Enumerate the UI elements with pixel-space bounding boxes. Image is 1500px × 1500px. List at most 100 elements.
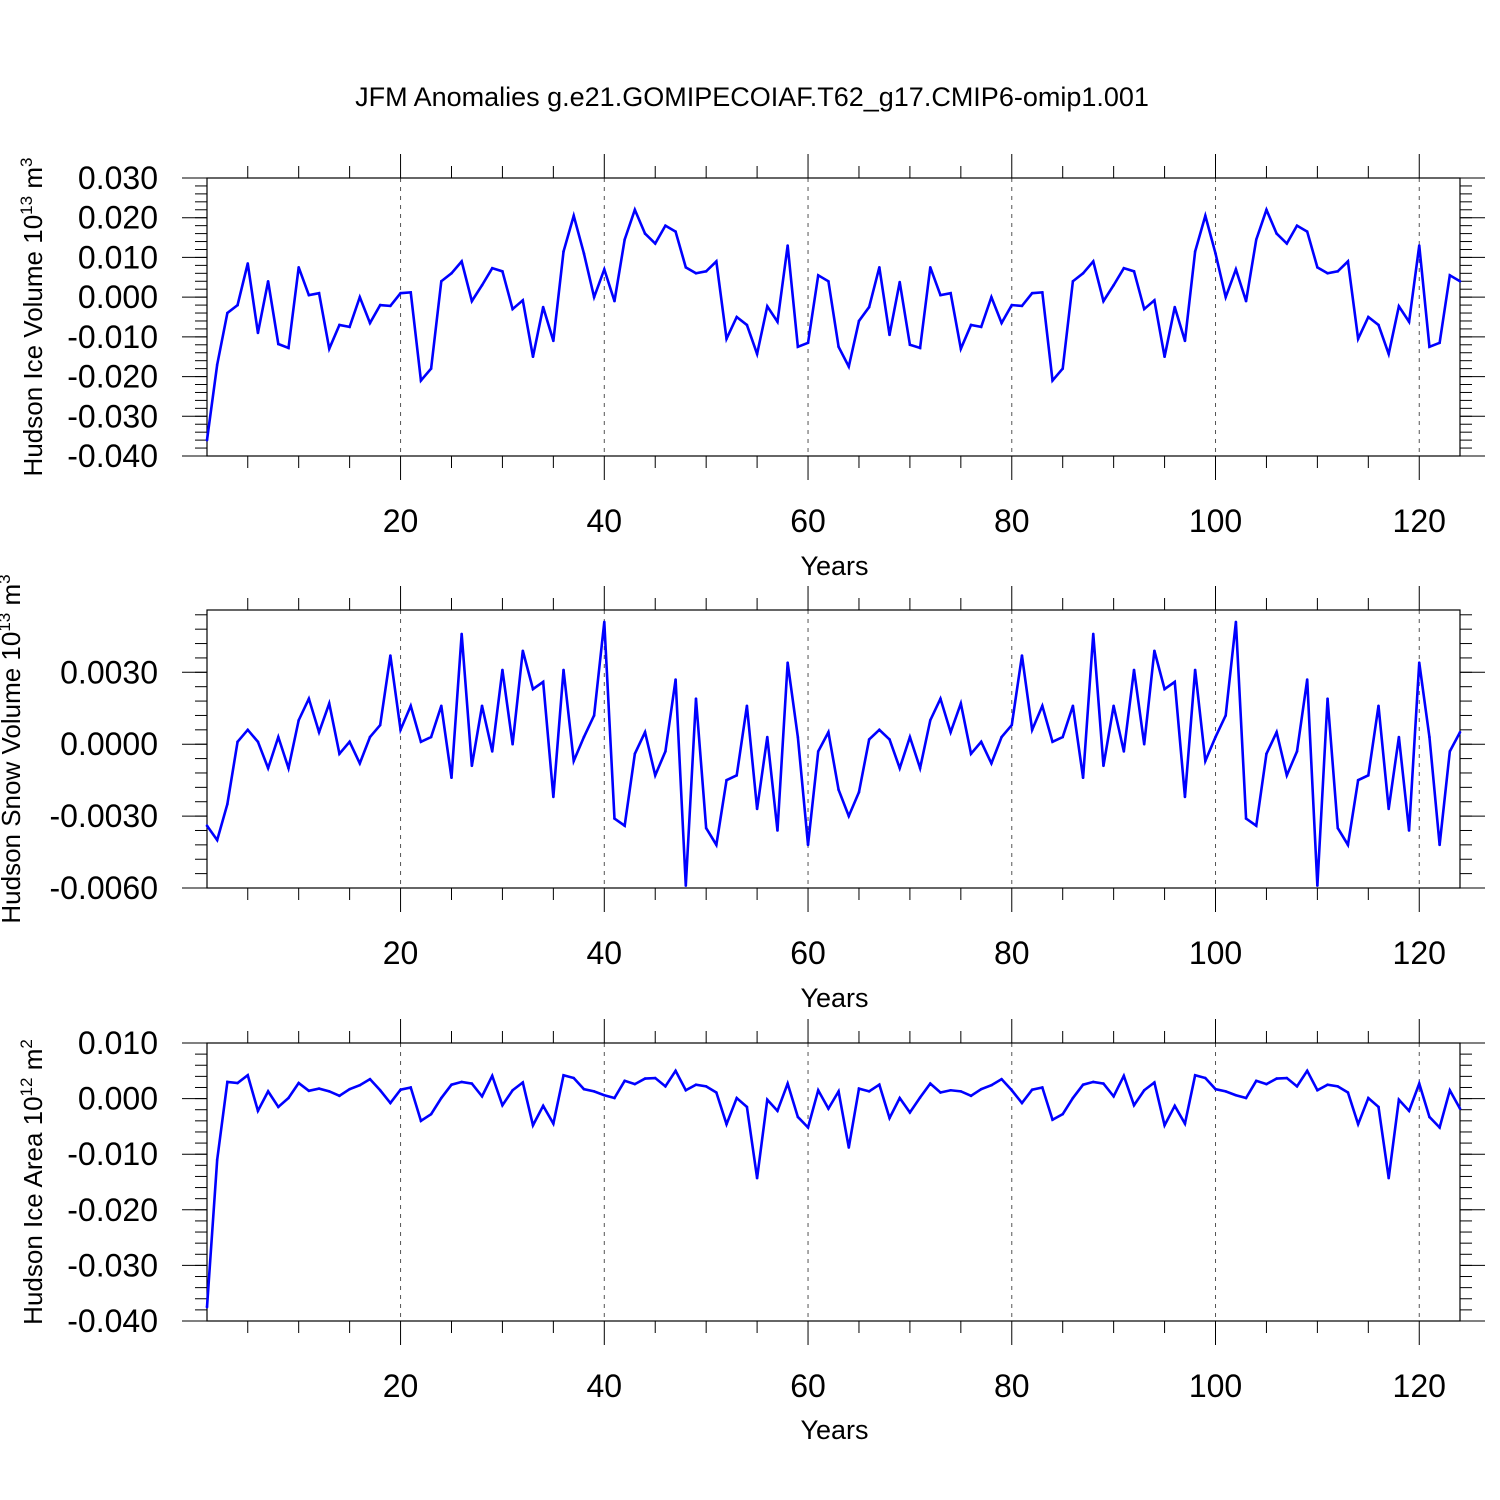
data-point: [236, 303, 239, 307]
data-point: [287, 766, 290, 770]
data-point: [623, 824, 626, 827]
data-point: [765, 735, 769, 739]
data-point: [1407, 320, 1411, 324]
data-point: [1346, 843, 1350, 847]
data-point: [419, 1119, 423, 1123]
plot-frame: [206, 1042, 1461, 1322]
data-point: [1367, 774, 1370, 777]
data-point: [1234, 1093, 1238, 1097]
data-point: [1061, 735, 1065, 739]
data-point: [1020, 304, 1024, 308]
data-point: [1397, 1098, 1401, 1102]
y-tick-label: -0.030: [67, 398, 158, 434]
data-point: [1112, 1095, 1115, 1098]
data-point: [1326, 697, 1329, 700]
data-point: [470, 1082, 474, 1085]
data-point: [694, 1083, 698, 1086]
x-axis-label: Years: [800, 983, 868, 1013]
data-point: [1346, 260, 1350, 263]
data-point: [1000, 1077, 1003, 1081]
data-point: [378, 1088, 382, 1092]
data-point: [715, 260, 718, 263]
data-point: [317, 730, 321, 734]
data-point: [552, 795, 555, 799]
data-point: [1214, 1087, 1217, 1091]
data-point: [1173, 305, 1177, 309]
data-point: [806, 341, 810, 345]
data-point: [1458, 1107, 1462, 1110]
data-point: [969, 1094, 973, 1098]
plot-frame: [206, 609, 1461, 889]
y-axis-label: Hudson Ice Volume 1013 m3: [17, 158, 48, 477]
x-tick-label: 60: [790, 935, 826, 971]
data-point: [501, 668, 504, 672]
data-point: [562, 668, 565, 672]
data-point: [1428, 1115, 1431, 1119]
data-point: [358, 762, 362, 765]
data-point: [399, 291, 402, 295]
data-point: [725, 778, 728, 782]
data-point: [348, 325, 351, 329]
x-tick-label: 100: [1189, 1368, 1242, 1404]
data-point: [878, 1083, 881, 1086]
data-point: [1254, 824, 1258, 827]
data-point: [572, 759, 576, 763]
data-point: [643, 1077, 647, 1080]
data-point: [633, 752, 637, 756]
data-point: [602, 268, 606, 271]
y-axis-label-superscript: 3: [17, 158, 36, 167]
x-tick-label: 100: [1189, 503, 1242, 539]
data-point: [969, 752, 973, 756]
y-axis-label-part: Hudson Ice Volume 10: [18, 215, 48, 477]
data-point: [501, 1103, 504, 1107]
data-point: [816, 750, 820, 753]
data-point: [776, 829, 779, 832]
data-point: [297, 1081, 300, 1085]
data-point: [327, 347, 331, 351]
data-point: [857, 319, 861, 323]
data-point: [582, 1087, 586, 1091]
data-point: [1163, 1123, 1166, 1127]
y-axis-label-part: m: [18, 1049, 48, 1078]
data-point: [1377, 323, 1380, 327]
data-point: [1316, 884, 1319, 887]
data-point: [358, 295, 362, 299]
data-point: [694, 697, 698, 700]
data-point: [1173, 1104, 1177, 1108]
data-point: [287, 1096, 290, 1100]
data-point: [338, 752, 341, 756]
data-point: [990, 295, 993, 299]
y-tick-label: -0.010: [67, 319, 158, 355]
data-point: [277, 735, 280, 739]
data-point: [1244, 299, 1248, 303]
data-point: [1285, 1076, 1289, 1080]
data-point: [1336, 1085, 1340, 1088]
x-tick-label: 40: [586, 935, 622, 971]
y-tick-label: 0.000: [78, 1081, 158, 1117]
data-point: [684, 1088, 688, 1092]
data-point: [1183, 795, 1187, 799]
data-point: [541, 680, 545, 684]
data-point: [1071, 1096, 1075, 1100]
data-point: [226, 1080, 229, 1084]
data-point: [867, 305, 871, 309]
data-point: [562, 250, 565, 253]
data-point: [684, 266, 688, 269]
y-tick-label: -0.030: [67, 1247, 158, 1283]
data-point: [1071, 279, 1075, 283]
data-point: [1030, 728, 1034, 732]
data-point: [918, 1096, 922, 1099]
data-point: [1132, 1103, 1136, 1107]
data-point: [1356, 1122, 1360, 1126]
data-point: [592, 714, 596, 717]
data-point: [327, 702, 331, 705]
data-point: [837, 788, 840, 792]
data-point: [949, 1088, 952, 1092]
y-axis-label: Hudson Snow Volume 1013 m3: [0, 574, 26, 923]
x-axis-label: Years: [800, 551, 868, 581]
y-tick-label: 0.0030: [60, 654, 158, 690]
y-axis-label-part: Hudson Ice Area 10: [18, 1096, 48, 1324]
data-point: [389, 304, 392, 308]
data-point: [786, 661, 789, 665]
data-point: [928, 1082, 932, 1085]
